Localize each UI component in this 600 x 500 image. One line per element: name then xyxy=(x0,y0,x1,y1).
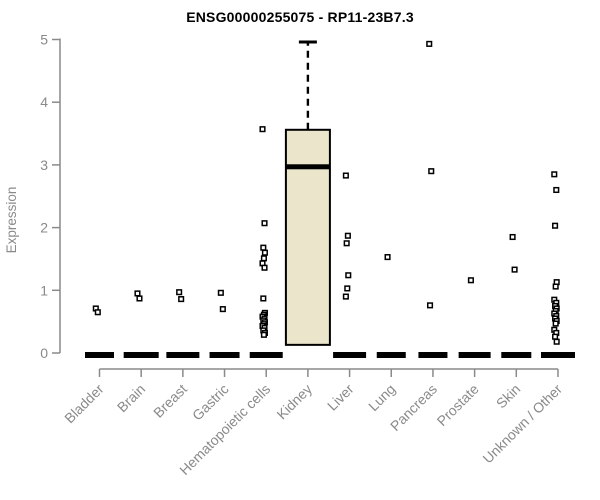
outlier-point-unknown-other xyxy=(553,186,560,194)
outlier-point-skin xyxy=(511,266,518,273)
outlier-point-liver xyxy=(343,240,350,247)
outlier-point-liver xyxy=(342,172,349,179)
x-tick-label-unknown-other: Unknown / Other xyxy=(479,381,565,467)
outlier-point-hematopoietic-cells xyxy=(261,220,268,227)
y-tick-label: 2 xyxy=(40,220,48,236)
outlier-point-pancreas xyxy=(426,40,433,47)
flat-box-bladder xyxy=(85,352,114,358)
outlier-point-gastric xyxy=(217,289,224,296)
outlier-point-pancreas xyxy=(428,168,435,175)
y-tick-label: 3 xyxy=(40,157,48,173)
x-tick-label-prostate: Prostate xyxy=(434,381,482,429)
flat-box-unknown-other xyxy=(540,352,575,358)
x-tick-label-bladder: Bladder xyxy=(61,381,107,427)
outlier-point-liver xyxy=(344,285,351,292)
outlier-point-prostate xyxy=(467,277,474,284)
outlier-point-bladder xyxy=(94,309,101,316)
outlier-point-hematopoietic-cells xyxy=(259,126,266,133)
outlier-point-unknown-other xyxy=(552,283,559,290)
flat-box-liver xyxy=(333,352,367,358)
outlier-point-unknown-other xyxy=(552,320,559,327)
median-line-kidney xyxy=(285,164,330,170)
flat-box-pancreas xyxy=(418,352,448,358)
outlier-point-liver xyxy=(342,293,349,300)
x-tick-label-kidney: Kidney xyxy=(273,381,315,423)
outlier-point-unknown-other xyxy=(551,171,558,178)
outlier-point-hematopoietic-cells xyxy=(261,264,268,271)
x-tick-label-liver: Liver xyxy=(324,381,357,414)
outlier-point-breast xyxy=(176,289,183,296)
outlier-point-unknown-other xyxy=(552,333,559,340)
outlier-point-breast xyxy=(178,296,185,303)
x-tick-label-lung: Lung xyxy=(365,381,398,414)
x-tick-label-brain: Brain xyxy=(114,381,148,415)
y-tick-label: 4 xyxy=(40,94,48,110)
y-tick-label: 0 xyxy=(40,345,48,361)
chart-title: ENSG00000255075 - RP11-23B7.3 xyxy=(186,9,414,25)
outlier-point-hematopoietic-cells xyxy=(260,255,267,262)
outlier-point-unknown-other xyxy=(552,222,559,229)
flat-box-hematopoietic-cells xyxy=(249,352,283,358)
box-kidney xyxy=(284,128,331,346)
outlier-point-hematopoietic-cells xyxy=(261,249,268,256)
flat-box-gastric xyxy=(209,352,240,358)
flat-box-lung xyxy=(376,352,406,358)
y-tick-label: 1 xyxy=(40,282,48,298)
flat-box-skin xyxy=(501,352,532,358)
outlier-point-liver xyxy=(344,232,351,239)
outlier-point-hematopoietic-cells xyxy=(260,244,267,251)
outlier-point-brain xyxy=(136,295,143,302)
outlier-point-gastric xyxy=(219,306,226,313)
x-tick-label-breast: Breast xyxy=(150,381,190,421)
outlier-point-liver xyxy=(345,272,352,279)
outlier-point-brain xyxy=(134,290,141,297)
x-tick-label-skin: Skin xyxy=(493,381,524,412)
y-tick-label: 5 xyxy=(40,32,48,48)
flat-box-breast xyxy=(166,352,200,358)
outlier-point-pancreas xyxy=(426,302,434,309)
outlier-point-skin xyxy=(509,233,516,241)
flat-box-prostate xyxy=(458,352,491,358)
outlier-point-hematopoietic-cells xyxy=(260,331,267,338)
outlier-point-hematopoietic-cells xyxy=(260,295,267,302)
outlier-point-unknown-other xyxy=(553,338,560,345)
flat-box-brain xyxy=(123,352,159,358)
outlier-point-lung xyxy=(384,254,391,261)
